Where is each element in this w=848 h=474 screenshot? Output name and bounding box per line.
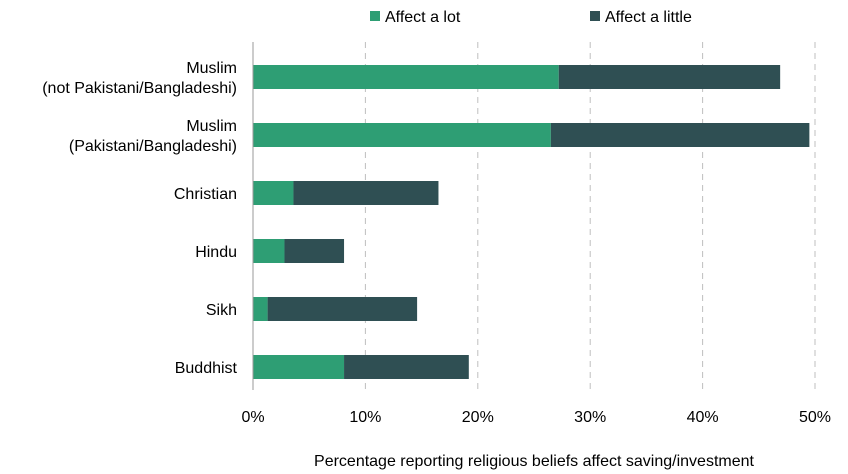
- x-tick-label: 40%: [687, 409, 719, 426]
- category-label: Muslim: [186, 60, 237, 77]
- category-label: (not Pakistani/Bangladeshi): [42, 80, 237, 97]
- category-labels: Muslim (not Pakistani/Bangladeshi) Muslim (…: [42, 60, 237, 377]
- legend: Affect a lot Affect a little: [370, 9, 692, 26]
- x-tick-label: 30%: [574, 409, 606, 426]
- legend-label: Affect a little: [605, 9, 692, 26]
- bar-affect-a-little: [550, 123, 810, 147]
- bar-affect-a-little: [344, 355, 469, 379]
- bar-affect-a-little: [284, 239, 345, 263]
- category-label: Buddhist: [175, 360, 238, 377]
- bar-affect-a-lot: [253, 65, 559, 89]
- category-label: Sikh: [206, 302, 237, 319]
- category-label: (Pakistani/Bangladeshi): [69, 138, 237, 155]
- bar-affect-a-little: [293, 181, 439, 205]
- bar-affect-a-lot: [253, 181, 294, 205]
- bar-affect-a-lot: [253, 297, 268, 321]
- legend-label: Affect a lot: [385, 9, 461, 26]
- bar-affect-a-little: [267, 297, 418, 321]
- bar-affect-a-lot: [253, 123, 551, 147]
- category-label: Christian: [174, 186, 237, 203]
- x-axis-title: Percentage reporting religious beliefs a…: [314, 453, 755, 470]
- category-label: Muslim: [186, 118, 237, 135]
- x-tick-label: 10%: [349, 409, 381, 426]
- legend-swatch: [370, 11, 380, 21]
- legend-swatch: [590, 11, 600, 21]
- bars: [253, 65, 810, 379]
- x-tick-label: 50%: [799, 409, 831, 426]
- bar-affect-a-lot: [253, 239, 285, 263]
- gridlines: [364, 42, 816, 390]
- x-tick-label: 20%: [462, 409, 494, 426]
- bar-affect-a-lot: [253, 355, 345, 379]
- x-tick-label: 0%: [241, 409, 264, 426]
- category-label: Hindu: [195, 244, 237, 261]
- x-tick-labels: 0% 10% 20% 30% 40% 50%: [241, 409, 831, 426]
- bar-affect-a-little: [558, 65, 781, 89]
